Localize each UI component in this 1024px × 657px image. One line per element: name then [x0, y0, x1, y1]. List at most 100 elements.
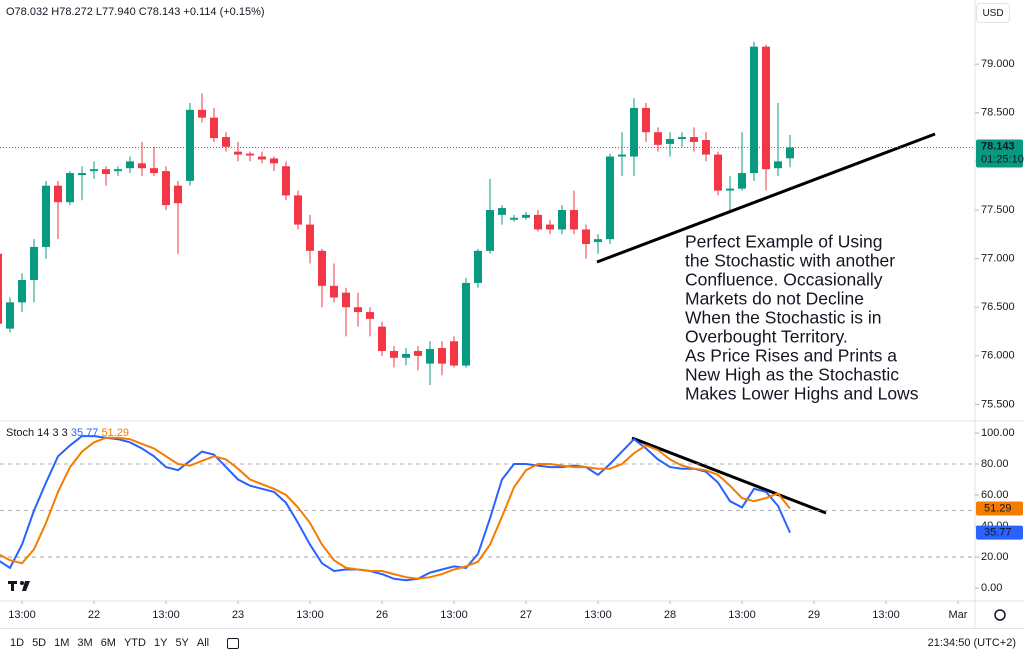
value-tag-label: 51.29 [984, 502, 1012, 514]
range-button[interactable]: 5Y [175, 637, 189, 649]
ohlc-legend: O78.032 H78.272 L77.940 C78.143 +0.114 (… [6, 6, 265, 18]
candle-body [534, 214, 542, 230]
candle-body [138, 163, 146, 169]
candle-body [486, 210, 494, 251]
value-tag [976, 525, 1023, 540]
candle-body [354, 307, 362, 313]
range-button[interactable]: YTD [123, 637, 146, 649]
x-tick-label: 26 [376, 609, 388, 621]
range-button[interactable]: 1Y [153, 637, 168, 649]
candle-body [282, 166, 290, 196]
candle-body [294, 195, 302, 225]
candle-body [438, 348, 446, 364]
x-tick-label: 13:00 [440, 609, 468, 621]
candle-body [210, 117, 218, 139]
candle-body [78, 173, 86, 175]
x-tick-label: 13:00 [152, 609, 180, 621]
candle-body [198, 109, 206, 118]
trend-line [596, 132, 936, 264]
x-tick-label: 13:00 [8, 609, 36, 621]
currency-button[interactable]: USD [976, 3, 1010, 23]
annotation-text: As Price Rises and Prints a [685, 346, 897, 366]
annotation-text: When the Stochastic is in [685, 308, 881, 328]
range-button[interactable]: 6M [100, 637, 116, 649]
annotation-text: Markets do not Decline [685, 289, 864, 309]
chart: O78.032 H78.272 L77.940 C78.143 +0.114 (… [0, 0, 1024, 628]
candle-body [18, 280, 26, 303]
open-text: O78.032 [6, 6, 48, 18]
candle-body [654, 132, 662, 145]
annotation-text: New High as the Stochastic [685, 365, 899, 385]
range-button[interactable]: 1M [54, 637, 70, 649]
x-tick-label: 13:00 [584, 609, 612, 621]
annotation-text: the Stochastic with another [685, 251, 895, 271]
candle-body [762, 46, 770, 170]
x-tick-label: 28 [664, 609, 676, 621]
change-text: +0.114 (+0.15%) [183, 6, 264, 18]
range-button[interactable]: All [196, 637, 210, 649]
candle-body [54, 185, 62, 203]
candle-body [258, 156, 266, 160]
candle-body [234, 151, 242, 155]
range-buttons: 1D 5D 1M 3M 6M YTD 1Y 5Y All [0, 637, 213, 649]
x-tick-label: Mar [949, 609, 968, 621]
candle-body [714, 154, 722, 191]
candle-body [90, 169, 98, 172]
tv-logo [8, 581, 30, 591]
candle-body [474, 250, 482, 283]
x-tick-label: 29 [808, 609, 820, 621]
annotation-text: Perfect Example of Using [685, 232, 882, 252]
y-tick-label: 80.00 [981, 458, 1009, 470]
candle-body [450, 341, 458, 366]
candle-body [510, 217, 518, 220]
candle-body [150, 168, 158, 174]
candle-body [6, 302, 14, 329]
candle-body [690, 137, 698, 142]
indicator-legend: Stoch 14 3 3 35.77 51.29 [6, 427, 129, 439]
indicator-title: Stoch 14 3 3 [6, 427, 68, 439]
candle-body [222, 137, 230, 147]
candle-body [114, 169, 122, 172]
y-tick-label: 75.500 [981, 398, 1015, 410]
candle-body [30, 246, 38, 280]
annotation-text: Overbought Territory. [685, 327, 848, 347]
candle-body [126, 161, 134, 169]
candle-body [162, 171, 170, 206]
x-tick-label: 27 [520, 609, 532, 621]
y-tick-label: 76.500 [981, 301, 1015, 313]
candle-body [366, 312, 374, 319]
high-text: H78.272 [51, 6, 93, 18]
x-tick-label: 13:00 [872, 609, 900, 621]
candle-body [750, 46, 758, 174]
candle-body [498, 208, 506, 215]
candle-body [402, 353, 410, 358]
candle-body [306, 224, 314, 251]
close-text: C78.143 [139, 6, 181, 18]
x-tick-label: 23 [232, 609, 244, 621]
candle-body [0, 253, 2, 324]
candle-body [186, 109, 194, 181]
candle-body [666, 139, 674, 144]
y-tick-label: 78.500 [981, 107, 1015, 119]
y-tick-label: 76.000 [981, 350, 1015, 362]
range-button[interactable]: 3M [77, 637, 93, 649]
range-button[interactable]: 5D [32, 637, 47, 649]
candle-body [342, 292, 350, 308]
candle-body [558, 210, 566, 230]
candle-body [378, 326, 386, 351]
last-price-label: 78.143 [981, 140, 1015, 152]
candle-body [570, 210, 578, 230]
candle-body [594, 239, 602, 243]
candle-body [270, 158, 278, 164]
y-tick-label: 100.00 [981, 427, 1015, 439]
candle-body [414, 350, 422, 356]
d-value: 51.29 [101, 427, 129, 439]
candle-body [702, 140, 710, 155]
value-tag-label: 35.77 [984, 527, 1012, 539]
range-button[interactable]: 1D [10, 637, 25, 649]
low-text: L77.940 [96, 6, 136, 18]
countdown-label: 01:25:10 [981, 153, 1024, 165]
date-range-icon[interactable] [227, 637, 240, 649]
candle-body [786, 147, 794, 159]
settings-icon[interactable] [994, 609, 1006, 621]
